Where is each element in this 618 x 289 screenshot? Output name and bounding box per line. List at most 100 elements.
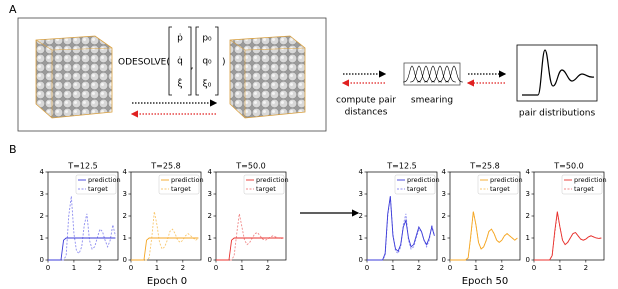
simulation-box	[17, 17, 327, 132]
chart-title: T=12.5	[386, 162, 416, 171]
y-tick-label: 0	[208, 256, 212, 264]
x-tick-label: 2	[266, 264, 270, 272]
y-tick-label: 0	[359, 256, 363, 264]
x-tick-label: 1	[391, 264, 395, 272]
series-line	[216, 237, 284, 261]
y-tick-label: 2	[40, 212, 44, 220]
smearing-box	[403, 62, 461, 86]
caption: Epoch 0	[147, 276, 187, 287]
y-tick-label: 1	[40, 234, 44, 242]
legend-label: prediction	[574, 176, 607, 184]
step-label: pair distributions	[519, 109, 596, 119]
matrix-entry: q₀	[202, 57, 212, 67]
y-tick-label: 3	[208, 190, 212, 198]
x-tick-label: 2	[584, 264, 588, 272]
separator: ,	[191, 62, 194, 72]
x-tick-label: 0	[46, 264, 50, 272]
step-label: smearing	[411, 96, 453, 106]
matrix-entry: ξ₀	[203, 80, 212, 90]
y-tick-label: 4	[40, 168, 45, 176]
y-tick-label: 3	[40, 190, 44, 198]
series-line	[367, 196, 435, 261]
x-tick-label: 0	[129, 264, 133, 272]
chart-title: T=50.0	[235, 162, 265, 171]
y-tick-label: 4	[442, 168, 447, 176]
rdf-icon	[522, 49, 595, 96]
y-tick-label: 2	[442, 212, 446, 220]
panel-label: A	[9, 3, 17, 16]
x-tick-label: 2	[98, 264, 102, 272]
series-line	[534, 213, 602, 261]
series-line	[216, 213, 284, 261]
y-tick-label: 1	[123, 234, 127, 242]
x-tick-label: 2	[500, 264, 504, 272]
legend-label: prediction	[490, 176, 523, 184]
y-tick-label: 2	[208, 212, 212, 220]
gaussian	[423, 65, 443, 83]
y-tick-label: 0	[40, 256, 44, 264]
x-tick-label: 1	[155, 264, 159, 272]
x-tick-label: 2	[417, 264, 421, 272]
gaussian	[416, 65, 436, 83]
x-tick-label: 2	[181, 264, 185, 272]
y-tick-label: 2	[359, 212, 363, 220]
y-tick-label: 0	[123, 256, 127, 264]
x-tick-label: 0	[214, 264, 218, 272]
y-tick-label: 3	[359, 190, 363, 198]
y-tick-label: 0	[442, 256, 446, 264]
chart-title: T=25.8	[150, 162, 180, 171]
gaussian	[444, 65, 464, 83]
rdf-box	[516, 44, 598, 102]
gaussian	[437, 65, 457, 83]
matrix-entry: ξ̇	[177, 78, 182, 90]
series-line	[48, 237, 116, 261]
legend-label: prediction	[407, 176, 440, 184]
series-line	[534, 211, 602, 261]
matrix-entry: ṗ	[177, 34, 183, 44]
legend-label: target	[407, 185, 427, 193]
y-tick-label: 3	[123, 190, 127, 198]
particle-cube	[35, 35, 113, 119]
y-tick-label: 4	[359, 168, 364, 176]
legend-label: target	[490, 185, 510, 193]
caption: Epoch 50	[462, 276, 509, 287]
series-line	[48, 196, 116, 261]
series-line	[450, 211, 518, 261]
x-tick-label: 1	[240, 264, 244, 272]
x-tick-label: 1	[72, 264, 76, 272]
series-line	[367, 196, 435, 261]
y-tick-label: 1	[442, 234, 446, 242]
legend-label: prediction	[88, 176, 121, 184]
series-line	[450, 211, 518, 261]
particle-cube	[229, 35, 306, 119]
matrix-entry: p₀	[202, 34, 212, 44]
legend-label: prediction	[256, 176, 289, 184]
y-tick-label: 4	[208, 168, 213, 176]
x-tick-label: 0	[365, 264, 369, 272]
y-tick-label: 0	[526, 256, 530, 264]
y-tick-label: 1	[208, 234, 212, 242]
x-tick-label: 0	[532, 264, 536, 272]
gaussian	[409, 65, 429, 83]
chart-title: T=12.5	[67, 162, 97, 171]
y-tick-label: 4	[526, 168, 531, 176]
legend-label: target	[256, 185, 276, 193]
gaussian	[430, 65, 450, 83]
gaussian	[402, 65, 422, 83]
y-tick-label: 1	[359, 234, 363, 242]
panel-label: B	[9, 143, 17, 156]
series-line	[131, 237, 199, 261]
gaussians	[402, 65, 464, 83]
legend-label: target	[88, 185, 108, 193]
x-tick-label: 1	[558, 264, 562, 272]
legend-label: prediction	[171, 176, 204, 184]
ode-close: )	[222, 58, 226, 68]
series-line	[131, 211, 199, 261]
chart-title: T=25.8	[469, 162, 499, 171]
chart-title: T=50.0	[553, 162, 583, 171]
step-label: distances	[345, 108, 388, 118]
x-tick-label: 1	[474, 264, 478, 272]
ode-function: ODESOLVE(	[118, 58, 170, 68]
x-tick-label: 0	[448, 264, 452, 272]
